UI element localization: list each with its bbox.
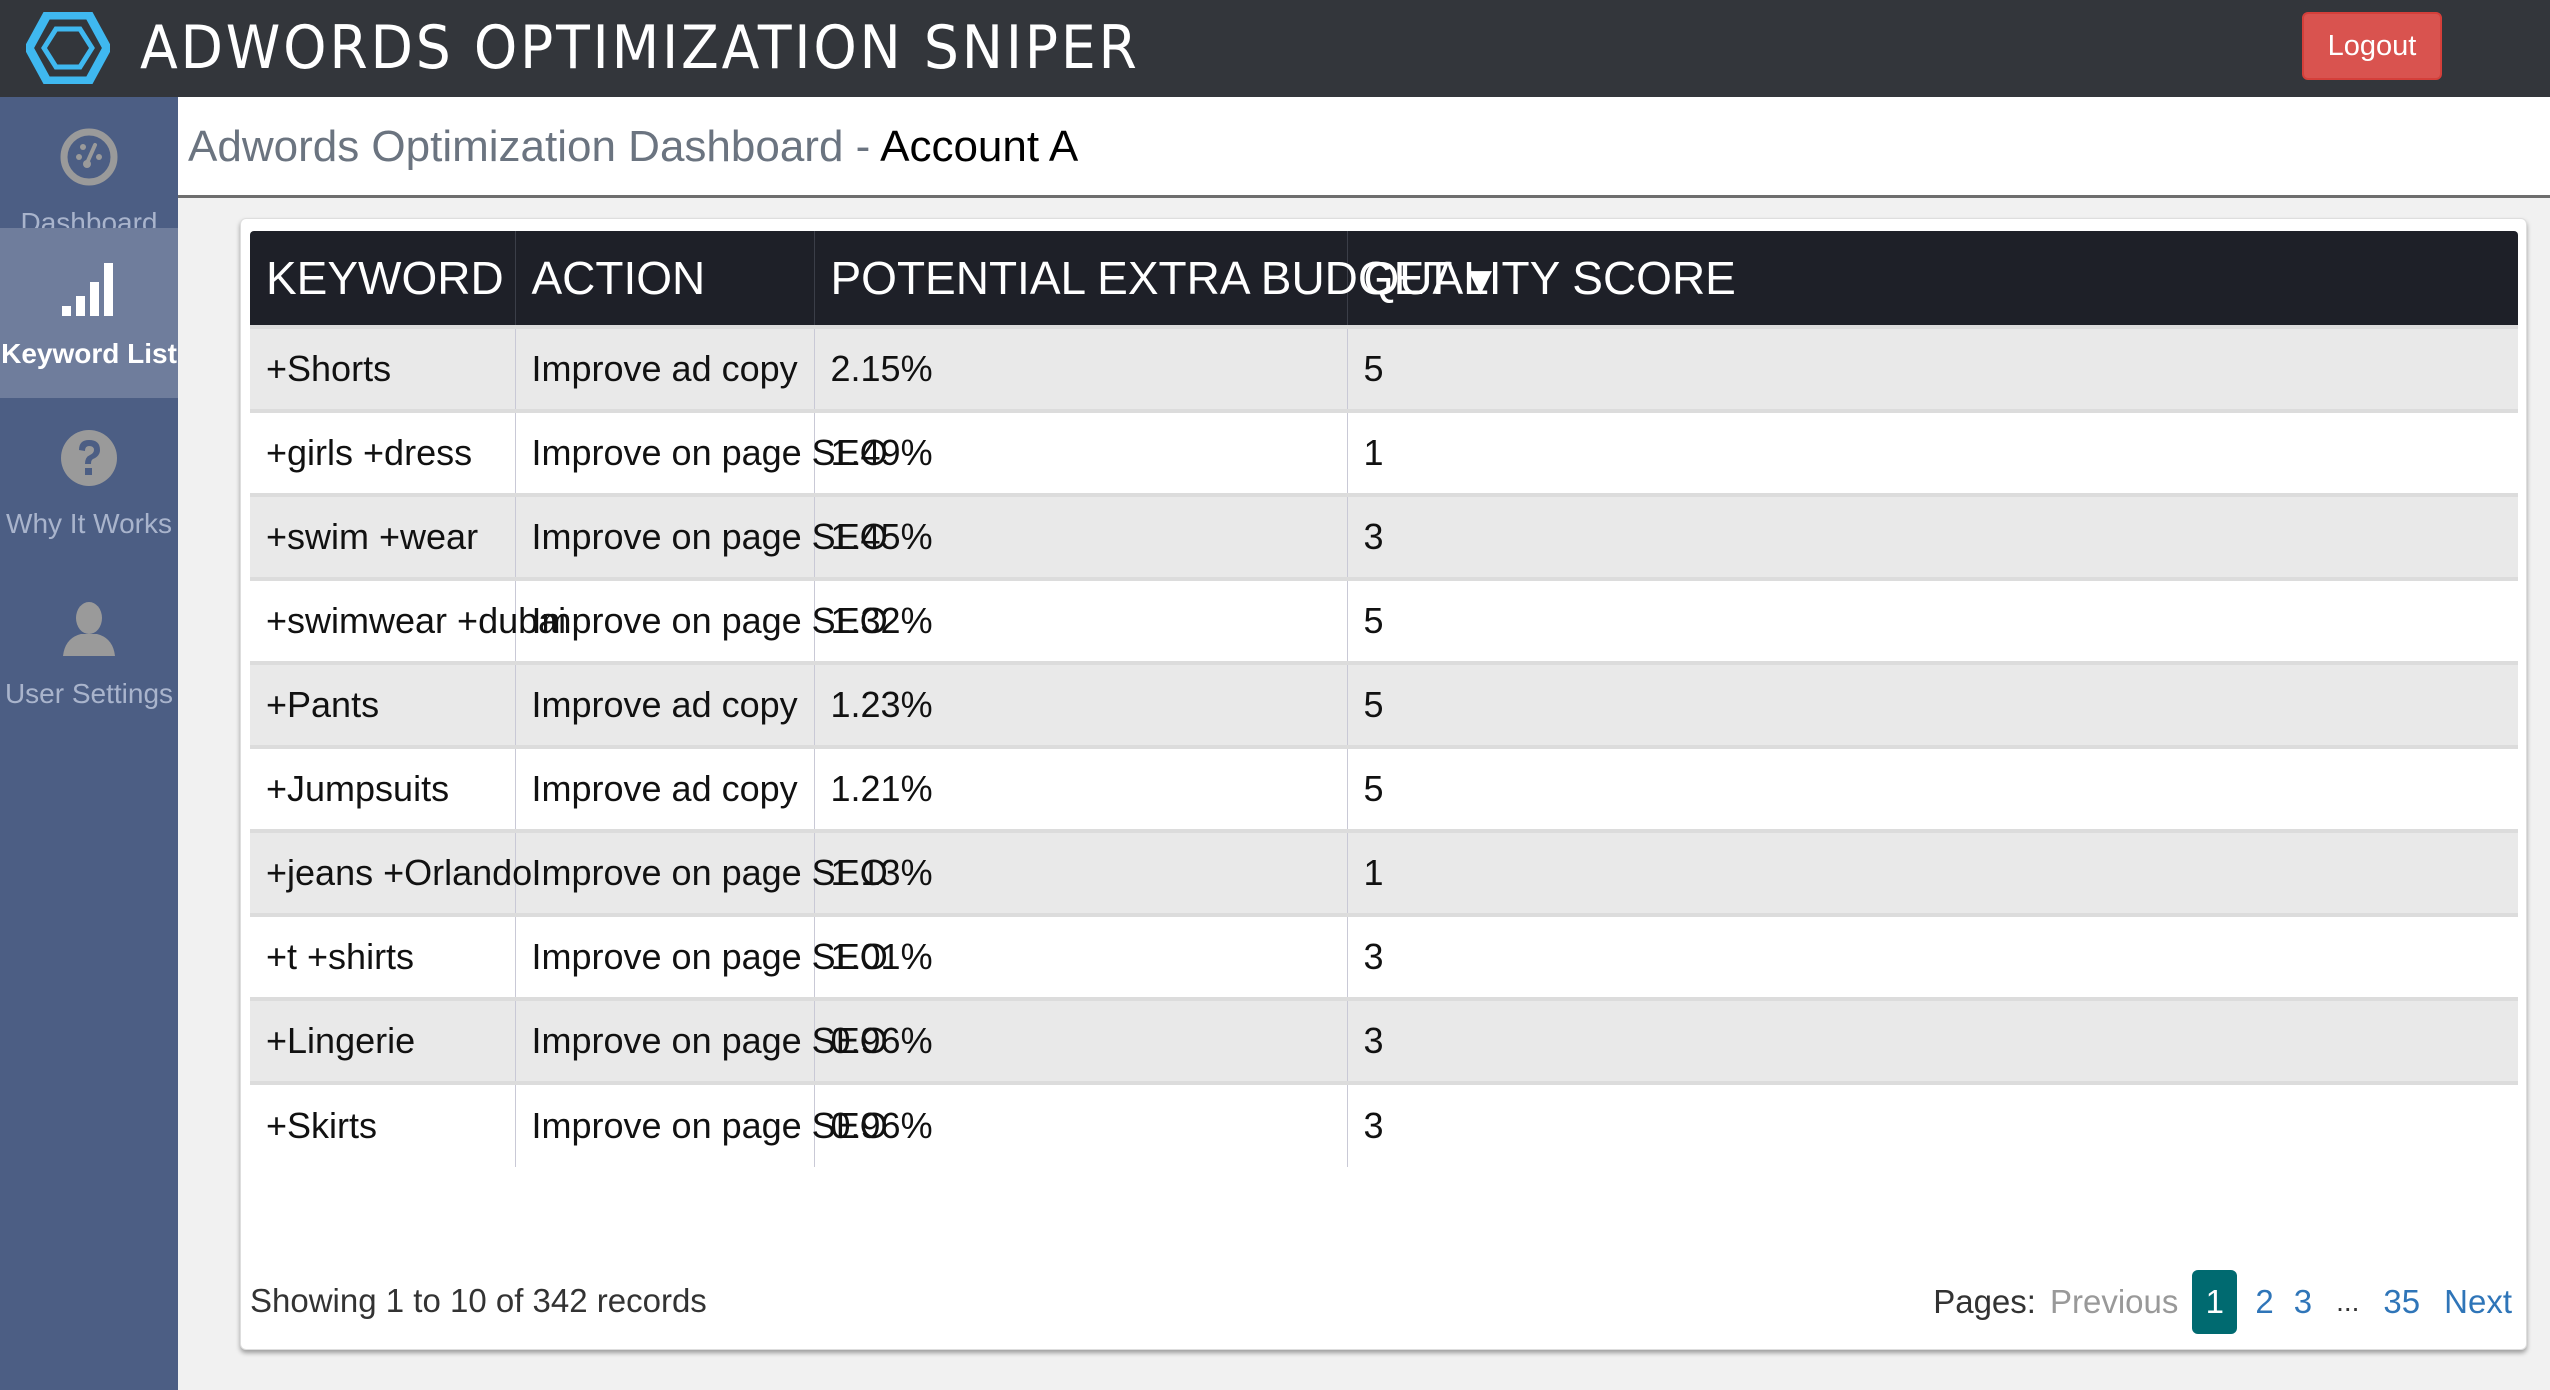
table-row[interactable]: +Pants Improve ad copy 1.23% 5 (250, 661, 2518, 747)
page-2-link[interactable]: 2 (2255, 1283, 2274, 1320)
sidebar-item-why-it-works[interactable]: Why It Works (0, 398, 178, 568)
action-cell: Improve on page SEO (515, 913, 888, 999)
action-cell: Improve on page SEO (515, 829, 888, 915)
table-row[interactable]: +jeans +Orlando Improve on page SEO 1.13… (250, 829, 2518, 915)
pagination-ellipsis: ... (2336, 1286, 2360, 1317)
table-row[interactable]: +Jumpsuits Improve ad copy 1.21% 5 (250, 745, 2518, 831)
sidebar-item-label: User Settings (4, 678, 174, 709)
keyword-cell: +Skirts (250, 1081, 516, 1167)
budget-cell: 1.23% (814, 661, 1348, 747)
logout-button[interactable]: Logout (2302, 12, 2442, 80)
page-title-bar: Adwords Optimization Dashboard - Account… (178, 97, 2550, 198)
previous-page-link[interactable]: Previous (2049, 1283, 2179, 1320)
quality-cell: 5 (1347, 661, 2518, 747)
budget-cell: 2.15% (814, 325, 1348, 411)
budget-cell: 1.49% (814, 409, 1348, 495)
keyword-cell: +Pants (250, 661, 516, 747)
account-name: Account A (880, 122, 1079, 171)
table-row[interactable]: +Lingerie Improve on page SEO 0.96% 3 (250, 997, 2518, 1083)
quality-cell: 3 (1347, 493, 2518, 579)
pagination: Pages: Previous 1 2 3 ... 35 Next (1933, 1270, 2512, 1334)
keyword-cell: +swim +wear (250, 493, 516, 579)
keyword-table-card: KEYWORD ACTION POTENTIAL EXTRA BUDGET▼ Q… (240, 218, 2527, 1350)
keyword-table: KEYWORD ACTION POTENTIAL EXTRA BUDGET▼ Q… (250, 231, 2518, 1167)
budget-cell: 1.45% (814, 493, 1348, 579)
page-title: Adwords Optimization Dashboard - Account… (188, 117, 1078, 177)
action-cell: Improve on page SEO (515, 577, 888, 663)
page-3-link[interactable]: 3 (2293, 1283, 2313, 1320)
budget-cell: 1.01% (814, 913, 1348, 999)
action-cell: Improve on page SEO (515, 493, 888, 579)
keyword-cell: +Jumpsuits (250, 745, 516, 831)
keyword-cell: +girls +dress (250, 409, 516, 495)
user-icon (63, 602, 115, 656)
column-header-keyword[interactable]: KEYWORD (250, 231, 516, 327)
keyword-cell: +Shorts (250, 325, 516, 411)
sidebar: Dashboard Keyword List Why It Works User… (0, 97, 178, 1390)
quality-cell: 3 (1347, 997, 2518, 1083)
quality-cell: 5 (1347, 325, 2518, 411)
sidebar-item-label: Why It Works (6, 508, 172, 539)
sidebar-item-keyword-list[interactable]: Keyword List (0, 228, 178, 398)
budget-cell: 0.96% (814, 997, 1348, 1083)
budget-cell: 1.13% (814, 829, 1348, 915)
quality-cell: 1 (1347, 409, 2518, 495)
sidebar-item-label: Keyword List (1, 338, 177, 369)
table-row[interactable]: +Shorts Improve ad copy 2.15% 5 (250, 325, 2518, 411)
pages-label: Pages: (1933, 1283, 2036, 1320)
app-title: ADWORDS OPTIMIZATION SNIPER (140, 13, 1140, 83)
budget-cell: 1.32% (814, 577, 1348, 663)
signal-bars-icon (62, 263, 113, 316)
sidebar-item-user-settings[interactable]: User Settings (0, 568, 178, 738)
quality-cell: 3 (1347, 1081, 2518, 1167)
dashboard-gauge-icon (60, 128, 118, 186)
quality-cell: 5 (1347, 577, 2518, 663)
keyword-cell: +Lingerie (250, 997, 516, 1083)
question-circle-icon (61, 430, 117, 486)
page-1-button[interactable]: 1 (2192, 1270, 2238, 1334)
column-header-action[interactable]: ACTION (515, 231, 815, 327)
table-row[interactable]: +Skirts Improve on page SEO 0.96% 3 (250, 1081, 2518, 1167)
table-row[interactable]: +swimwear +dubai Improve on page SEO 1.3… (250, 577, 2518, 663)
budget-cell: 1.21% (814, 745, 1348, 831)
records-count: Showing 1 to 10 of 342 records (250, 1282, 707, 1319)
action-cell: Improve ad copy (515, 661, 815, 747)
next-page-link[interactable]: Next (2444, 1283, 2512, 1320)
keyword-cell: +jeans +Orlando (250, 829, 532, 915)
table-row[interactable]: +t +shirts Improve on page SEO 1.01% 3 (250, 913, 2518, 999)
action-cell: Improve ad copy (515, 745, 815, 831)
column-header-potential-extra-budget[interactable]: POTENTIAL EXTRA BUDGET▼ (814, 231, 1500, 327)
budget-cell: 0.96% (814, 1081, 1348, 1167)
column-header-quality-score[interactable]: QUALITY SCORE (1347, 231, 2518, 327)
action-cell: Improve on page SEO (515, 409, 888, 495)
dashboard-title: Adwords Optimization Dashboard - (188, 122, 881, 171)
top-bar: ADWORDS OPTIMIZATION SNIPER Logout (0, 0, 2550, 97)
keyword-cell: +t +shirts (250, 913, 516, 999)
action-cell: Improve on page SEO (515, 1081, 888, 1167)
action-cell: Improve on page SEO (515, 997, 888, 1083)
hexagon-logo-icon (26, 12, 110, 84)
keyword-cell: +swimwear +dubai (250, 577, 566, 663)
table-row[interactable]: +girls +dress Improve on page SEO 1.49% … (250, 409, 2518, 495)
action-cell: Improve ad copy (515, 325, 815, 411)
quality-cell: 3 (1347, 913, 2518, 999)
quality-cell: 5 (1347, 745, 2518, 831)
table-header-row: KEYWORD ACTION POTENTIAL EXTRA BUDGET▼ Q… (250, 231, 2518, 327)
page-35-link[interactable]: 35 (2383, 1283, 2421, 1320)
table-row[interactable]: +swim +wear Improve on page SEO 1.45% 3 (250, 493, 2518, 579)
quality-cell: 1 (1347, 829, 2518, 915)
